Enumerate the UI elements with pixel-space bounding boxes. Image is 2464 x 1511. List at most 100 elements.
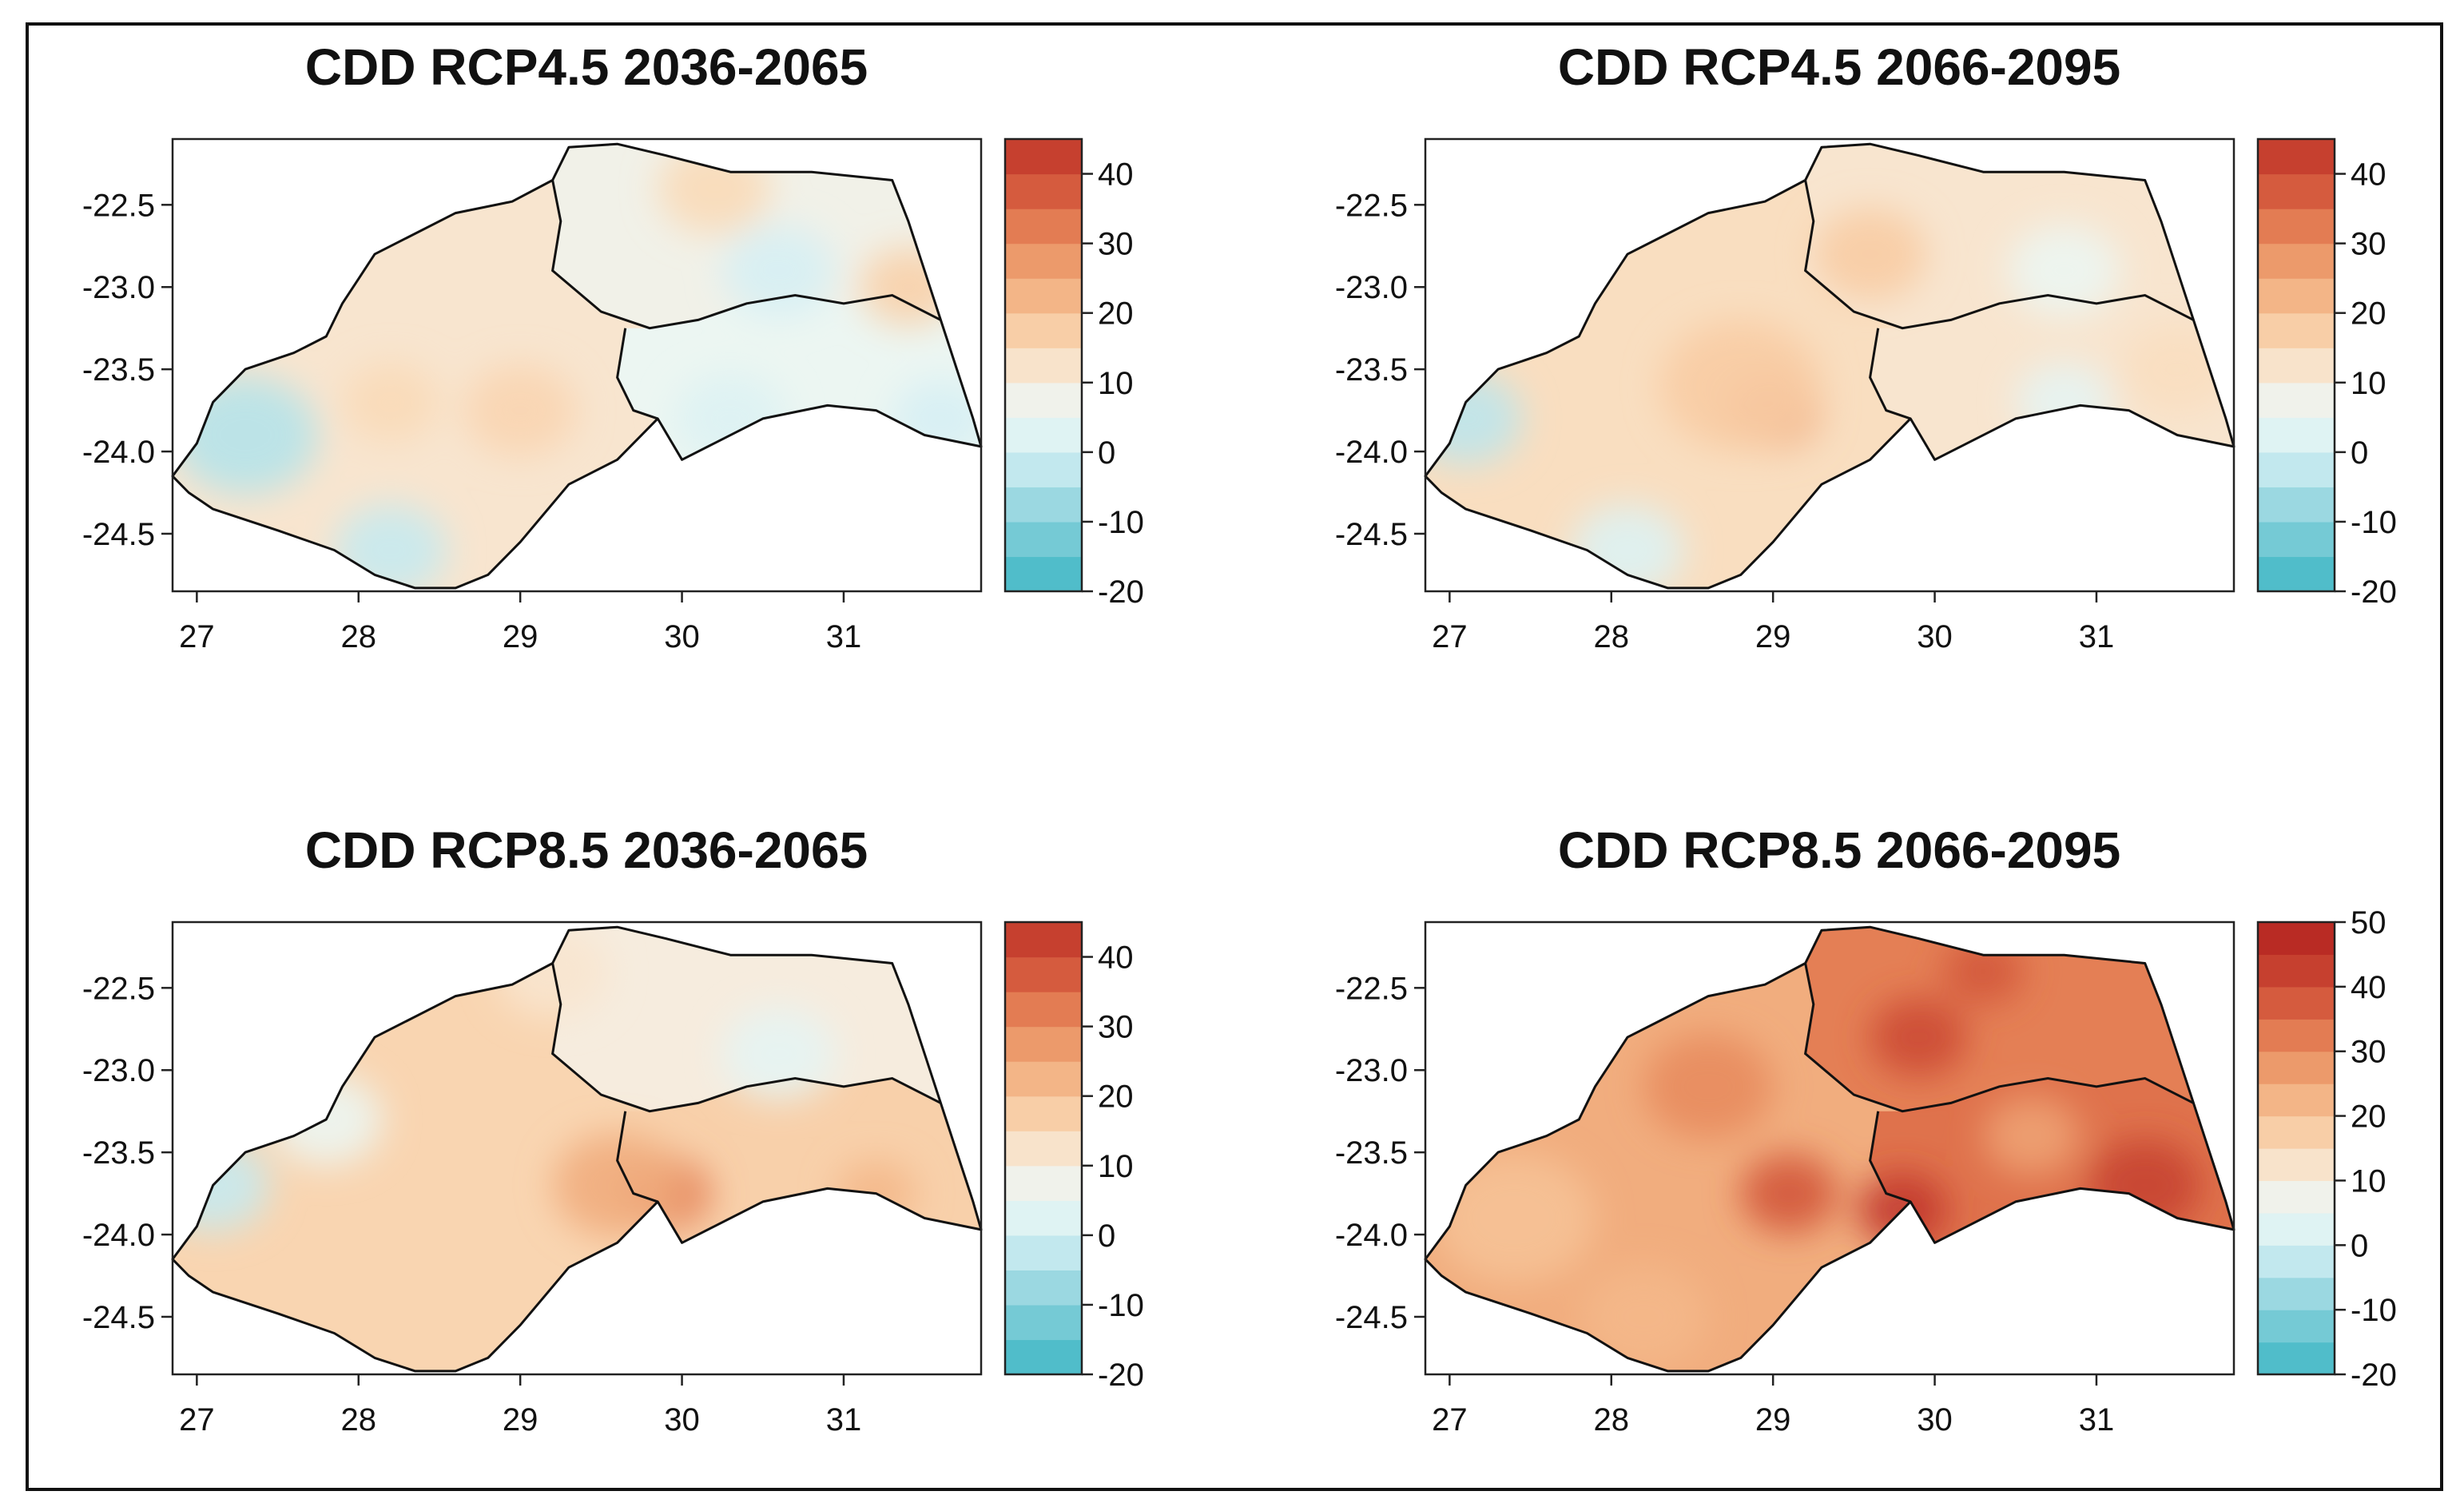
value-blob <box>2120 323 2234 416</box>
x-tick-label: 27 <box>179 619 215 654</box>
x-tick-label: 29 <box>503 619 539 654</box>
colorbar-step <box>1005 487 1082 523</box>
colorbar-tick-label: 10 <box>1098 1149 1134 1184</box>
value-blob <box>2007 225 2121 317</box>
colorbar-tick-label: 0 <box>1098 1219 1115 1254</box>
value-blob <box>674 372 788 465</box>
y-tick-label: -23.0 <box>1335 1053 1408 1088</box>
x-tick-label: 28 <box>341 619 377 654</box>
y-tick-label: -22.5 <box>82 188 155 223</box>
colorbar-step <box>2258 922 2335 956</box>
colorbar-step <box>1005 956 1082 992</box>
y-tick-label: -24.0 <box>82 1218 155 1253</box>
province-outline <box>171 925 983 1373</box>
y-tick-label: -23.5 <box>1335 352 1408 388</box>
colorbar-step <box>2258 139 2335 175</box>
value-field <box>173 144 981 588</box>
value-blob <box>1643 1033 1774 1139</box>
colorbar-step <box>2258 173 2335 209</box>
colorbar-tick-label: 0 <box>2351 435 2368 471</box>
district-boundary <box>616 1111 658 1203</box>
district-boundary <box>550 963 942 1113</box>
colorbar-step <box>1005 1095 1082 1131</box>
colorbar-step <box>2258 417 2335 453</box>
map-panel-rcp85-2036-2065: CDD RCP8.5 2036-2065 -22.5 -23.0 -23.5 -24.… <box>82 821 1144 1437</box>
colorbar-tick-label: 30 <box>2351 227 2387 262</box>
y-tick-label: -23.5 <box>82 352 155 388</box>
colorbar-tick-label: 10 <box>2351 366 2387 401</box>
colorbar-frame <box>2256 137 2336 593</box>
colorbar-step <box>1005 348 1082 384</box>
colorbar-step <box>2258 312 2335 348</box>
y-tick-label: -22.5 <box>1335 971 1408 1006</box>
y-tick-label: -24.5 <box>82 517 155 552</box>
colorbar-step <box>1005 209 1082 245</box>
y-tick-label: -23.0 <box>82 1053 155 1088</box>
x-tick-label: 27 <box>1432 619 1468 654</box>
colorbar-step <box>1005 1235 1082 1270</box>
y-tick-label: -24.0 <box>82 435 155 470</box>
y-tick-label: -24.0 <box>1335 435 1408 470</box>
colorbar-step <box>2258 1342 2335 1375</box>
colorbar-step <box>2258 278 2335 314</box>
y-tick-label: -22.5 <box>1335 188 1408 223</box>
panel-title: CDD RCP8.5 2036-2065 <box>305 821 868 879</box>
colorbar-step <box>2258 521 2335 558</box>
colorbar-tick-label: 0 <box>2351 1228 2368 1263</box>
panel-title: CDD RCP4.5 2066-2095 <box>1558 38 2120 96</box>
colorbar-frame <box>1003 921 1083 1376</box>
value-blob <box>463 364 577 457</box>
colorbar-tick-label: 20 <box>2351 296 2387 332</box>
y-tick-label: -24.0 <box>1335 1218 1408 1253</box>
colorbar-step <box>2258 1115 2335 1149</box>
colorbar-step <box>1005 1270 1082 1306</box>
colorbar-step <box>2258 348 2335 384</box>
colorbar-tick-label: 0 <box>1098 435 1115 471</box>
value-blob <box>334 503 448 588</box>
value-blob <box>173 376 319 495</box>
y-tick-label: -22.5 <box>82 971 155 1006</box>
colorbar-step <box>2258 1051 2335 1084</box>
y-tick-label: -23.0 <box>1335 270 1408 305</box>
y-tick-label: -23.0 <box>82 270 155 305</box>
x-tick-label: 31 <box>2079 619 2115 654</box>
panel-title: CDD RCP4.5 2036-2065 <box>305 38 868 96</box>
province-outline <box>1424 925 2235 1373</box>
colorbar-step <box>2258 243 2335 279</box>
district-boundary <box>1869 328 1911 420</box>
x-tick-label: 29 <box>1755 619 1791 654</box>
y-tick-label: -24.5 <box>82 1300 155 1335</box>
colorbar-tick-label: 50 <box>2351 905 2387 940</box>
value-blob <box>1813 208 1927 300</box>
colorbar-tick-label: -20 <box>1098 1358 1144 1393</box>
colorbar-tick-label: -20 <box>2351 575 2397 610</box>
colorbar-tick-label: -20 <box>2351 1358 2397 1393</box>
y-tick-label: -24.5 <box>1335 517 1408 552</box>
x-tick-label: 31 <box>826 1402 862 1437</box>
value-blob <box>552 1132 682 1239</box>
district-boundary <box>1803 180 2195 330</box>
colorbar-tick-label: 10 <box>2351 1163 2387 1199</box>
colorbar-frame <box>1003 137 1083 593</box>
colorbar-step <box>1005 451 1082 487</box>
colorbar-step <box>2258 556 2335 592</box>
colorbar-tick-label: 30 <box>2351 1035 2387 1070</box>
value-blob <box>495 927 610 1018</box>
colorbar-step <box>2258 487 2335 523</box>
colorbar-step <box>2258 1019 2335 1052</box>
colorbar-tick-label: 20 <box>1098 1080 1134 1115</box>
value-blob <box>1433 1152 1596 1284</box>
colorbar-step <box>1005 417 1082 453</box>
colorbar-step <box>1005 243 1082 279</box>
colorbar-step <box>1005 1026 1082 1062</box>
colorbar-tick-label: 40 <box>1098 940 1134 976</box>
colorbar-step <box>1005 382 1082 418</box>
colorbar-tick-label: 10 <box>1098 366 1134 401</box>
colorbar-step <box>1005 278 1082 314</box>
map-panel-rcp85-2066-2095: CDD RCP8.5 2066-2095 -22.5 -23.0 -23.5 -24.… <box>1335 821 2397 1437</box>
colorbar-step <box>1005 556 1082 592</box>
colorbar-step <box>2258 1180 2335 1214</box>
district-boundary <box>1869 1111 1911 1203</box>
colorbar-tick-label: -10 <box>2351 1293 2397 1328</box>
x-tick-label: 29 <box>1755 1402 1791 1437</box>
